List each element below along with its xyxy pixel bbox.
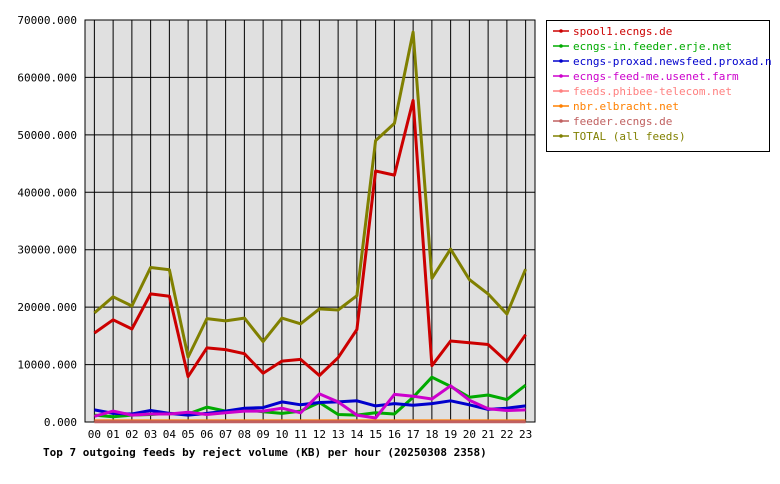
legend-label: ecngs-in.feeder.erje.net bbox=[573, 40, 732, 53]
legend-marker bbox=[559, 74, 563, 78]
series-line bbox=[93, 384, 526, 420]
y-tick-label: 40000.000 bbox=[17, 186, 77, 199]
y-tick-label: 0.000 bbox=[44, 416, 77, 429]
x-tick-label: 11 bbox=[294, 428, 307, 441]
x-tick-label: 01 bbox=[107, 428, 120, 441]
series-line bbox=[93, 30, 527, 359]
x-tick-label: 16 bbox=[388, 428, 401, 441]
x-tick-label: 06 bbox=[200, 428, 213, 441]
x-tick-label: 13 bbox=[332, 428, 345, 441]
x-tick-label: 19 bbox=[444, 428, 457, 441]
x-tick-label: 05 bbox=[182, 428, 195, 441]
y-tick-label: 10000.000 bbox=[17, 359, 77, 372]
y-tick-label: 50000.000 bbox=[17, 129, 77, 142]
x-tick-label: 20 bbox=[463, 428, 476, 441]
y-tick-label: 20000.000 bbox=[17, 301, 77, 314]
x-tick-label: 18 bbox=[425, 428, 438, 441]
x-tick-label: 21 bbox=[482, 428, 495, 441]
legend-marker bbox=[559, 89, 563, 93]
x-tick-label: 02 bbox=[125, 428, 138, 441]
y-tick-label: 60000.000 bbox=[17, 71, 77, 84]
y-tick-label: 70000.000 bbox=[17, 14, 77, 27]
legend-label: TOTAL (all feeds) bbox=[573, 130, 686, 143]
legend-marker bbox=[559, 119, 563, 123]
x-tick-label: 23 bbox=[519, 428, 532, 441]
x-tick-label: 09 bbox=[257, 428, 270, 441]
legend-label: feeds.phibee-telecom.net bbox=[573, 85, 732, 98]
x-tick-label: 14 bbox=[350, 428, 364, 441]
x-tick-label: 08 bbox=[238, 428, 251, 441]
x-tick-label: 04 bbox=[163, 428, 177, 441]
legend-marker bbox=[559, 59, 563, 63]
legend-marker bbox=[559, 29, 563, 33]
x-tick-label: 10 bbox=[275, 428, 288, 441]
chart-title: Top 7 outgoing feeds by reject volume (K… bbox=[43, 446, 487, 459]
legend-label: ecngs-proxad.newsfeed.proxad.net bbox=[573, 55, 771, 68]
series-line bbox=[93, 98, 527, 379]
legend-marker bbox=[559, 134, 563, 138]
legend-label: spool1.ecngs.de bbox=[573, 25, 672, 38]
legend-marker bbox=[559, 104, 563, 108]
x-tick-label: 00 bbox=[88, 428, 101, 441]
x-tick-label: 12 bbox=[313, 428, 326, 441]
x-tick-label: 03 bbox=[144, 428, 157, 441]
legend: spool1.ecngs.de ecngs-in.feeder.erje.net e… bbox=[546, 20, 780, 152]
legend-label: feeder.ecngs.de bbox=[573, 115, 672, 128]
plot-background bbox=[85, 20, 535, 422]
x-tick-label: 17 bbox=[407, 428, 420, 441]
x-tick-label: 15 bbox=[369, 428, 382, 441]
legend-marker bbox=[559, 44, 563, 48]
y-tick-label: 30000.000 bbox=[17, 244, 77, 257]
legend-label: ecngs-feed-me.usenet.farm bbox=[573, 70, 739, 83]
x-tick-label: 22 bbox=[500, 428, 513, 441]
x-tick-label: 07 bbox=[219, 428, 232, 441]
legend-label: nbr.elbracht.net bbox=[573, 100, 679, 113]
